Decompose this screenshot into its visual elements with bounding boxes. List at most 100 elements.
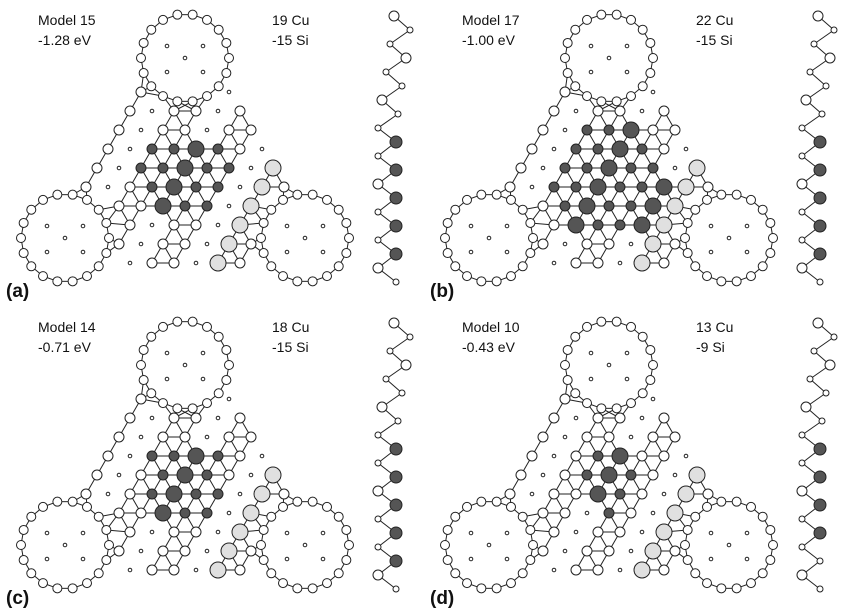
atom — [518, 569, 527, 578]
atom — [747, 502, 756, 511]
atom — [463, 272, 472, 281]
atom — [188, 404, 197, 413]
side-atom — [390, 527, 402, 539]
atom — [717, 277, 726, 286]
atom — [651, 511, 655, 515]
energy: -1.00 eV — [462, 32, 516, 48]
atom-dot — [45, 557, 49, 561]
atom — [747, 579, 756, 588]
atom — [590, 179, 606, 195]
side-atom — [807, 376, 813, 382]
atom — [717, 584, 726, 593]
atom — [612, 404, 621, 413]
atom — [670, 546, 680, 556]
atom — [703, 502, 712, 511]
atom — [293, 497, 302, 506]
atom — [173, 10, 182, 19]
side-atom — [383, 69, 389, 75]
atom — [583, 92, 592, 101]
atom — [257, 541, 266, 550]
atom — [216, 223, 220, 227]
atom — [19, 556, 28, 565]
atom — [158, 125, 168, 135]
side-atom — [813, 11, 823, 21]
atom — [667, 505, 683, 521]
side-atom — [390, 164, 402, 176]
side-atom — [799, 125, 805, 131]
side-atom — [814, 443, 826, 455]
atom — [571, 82, 580, 91]
atom — [177, 467, 193, 483]
atom — [563, 549, 567, 553]
atom — [53, 190, 62, 199]
atom-dot — [607, 363, 611, 367]
atom — [114, 201, 124, 211]
atom — [173, 317, 182, 326]
atom — [102, 556, 111, 565]
atom — [53, 277, 62, 286]
atom — [105, 234, 114, 243]
atom — [259, 218, 268, 227]
atom — [629, 242, 633, 246]
atom — [169, 144, 179, 154]
atom-dot — [63, 236, 67, 240]
atom — [125, 527, 135, 537]
atom — [159, 322, 168, 331]
atom — [188, 317, 197, 326]
atom — [323, 502, 332, 511]
atom — [507, 272, 516, 281]
atom — [222, 38, 231, 47]
atom — [507, 195, 516, 204]
atom — [158, 163, 168, 173]
atom — [254, 179, 270, 195]
atom — [334, 512, 343, 521]
atom — [225, 361, 234, 370]
atom — [766, 249, 775, 258]
atom — [585, 511, 589, 515]
atom — [717, 190, 726, 199]
side-atom — [814, 192, 826, 204]
atom — [683, 525, 692, 534]
side-atom — [401, 53, 411, 63]
atom — [538, 508, 548, 518]
atom — [128, 454, 132, 458]
atom-dot — [469, 224, 473, 228]
atom — [638, 389, 647, 398]
atom — [637, 489, 647, 499]
atom — [17, 234, 26, 243]
atom — [102, 218, 111, 227]
atom — [103, 451, 113, 461]
atom — [114, 546, 124, 556]
atom — [180, 432, 190, 442]
atom — [689, 160, 705, 176]
atom — [530, 492, 534, 496]
atom-dot — [321, 224, 325, 228]
atom — [626, 470, 636, 480]
atom — [538, 201, 548, 211]
atom — [125, 489, 135, 499]
atom — [177, 160, 193, 176]
atom — [560, 201, 570, 211]
side-atom — [390, 136, 402, 148]
atom — [574, 416, 578, 420]
atom — [593, 220, 603, 230]
atom — [202, 163, 212, 173]
atom — [571, 489, 581, 499]
atom — [526, 218, 535, 227]
atom — [279, 195, 288, 204]
atom — [125, 220, 135, 230]
atom — [571, 258, 581, 268]
atom — [136, 201, 146, 211]
side-atom — [375, 432, 381, 438]
cu-count: 13 Cu — [696, 319, 733, 335]
atom-dot — [589, 44, 593, 48]
atom — [216, 416, 220, 420]
atom — [670, 125, 680, 135]
atom — [527, 144, 537, 154]
atom — [150, 109, 154, 113]
atom — [136, 508, 146, 518]
atom — [648, 470, 658, 480]
atom — [225, 54, 234, 63]
side-atom — [375, 516, 381, 522]
side-atom — [825, 53, 835, 63]
